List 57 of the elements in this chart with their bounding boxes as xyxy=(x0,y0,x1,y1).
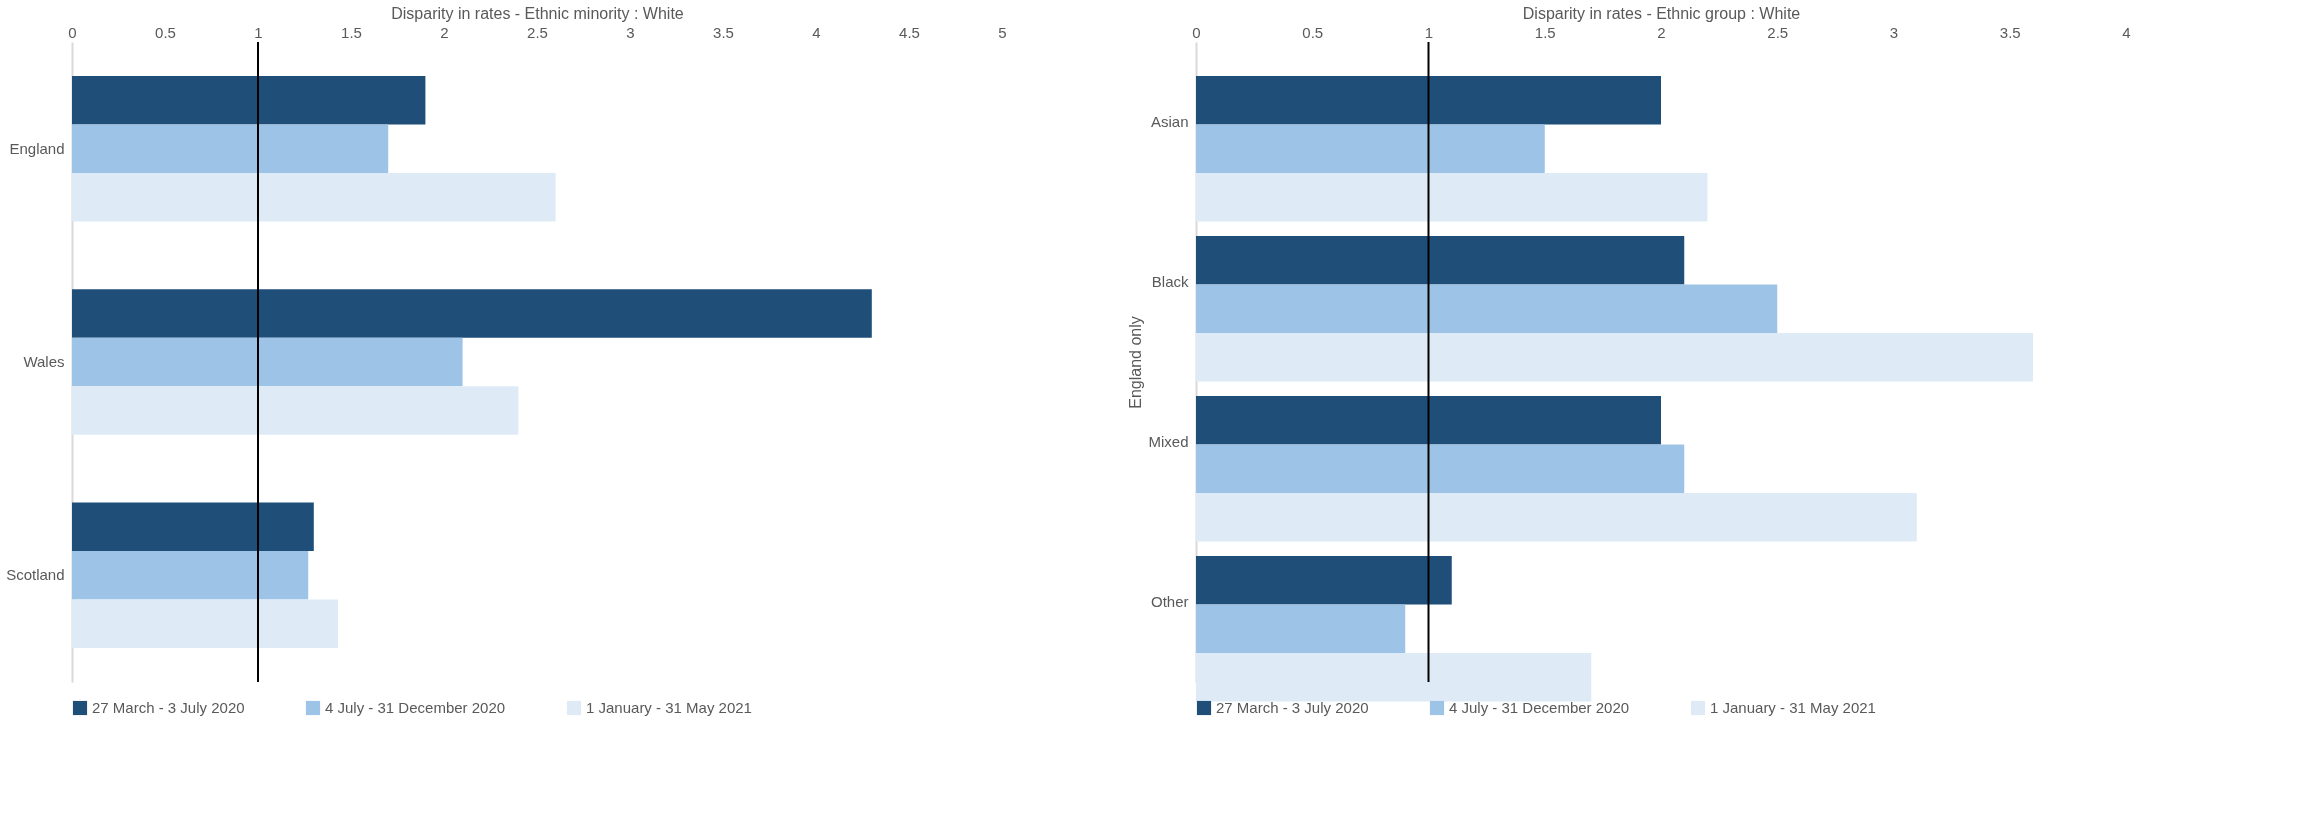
x-tick-label: 3 xyxy=(1889,23,1899,41)
x-tick-label: 2 xyxy=(1657,23,1666,41)
x-tick-label: 1.5 xyxy=(1534,23,1556,41)
x-tick-label: 0.5 xyxy=(1302,23,1324,41)
legend-label: 4 July - 31 December 2020 xyxy=(1449,699,1630,716)
x-tick-label: 3.5 xyxy=(713,23,734,41)
y-axis-title: England only xyxy=(1127,316,1145,409)
x-tick-label: 4.5 xyxy=(899,23,920,41)
bar xyxy=(72,75,426,125)
bar xyxy=(1196,444,1685,493)
bar xyxy=(72,172,556,222)
x-axis-title: Disparity in rates - Ethnic minority : White xyxy=(391,4,684,22)
legend-label: 1 January - 31 May 2021 xyxy=(586,699,752,716)
x-tick-label: 0.5 xyxy=(155,23,176,41)
legend-label: 4 July - 31 December 2020 xyxy=(325,699,506,716)
legend-label: 27 March - 3 July 2020 xyxy=(92,699,245,716)
y-tick-label: Asian xyxy=(1150,113,1189,130)
x-tick-label: 2.5 xyxy=(527,23,548,41)
y-tick-label: Wales xyxy=(23,353,65,370)
bar xyxy=(1196,604,1406,653)
x-tick-label: 1.5 xyxy=(341,23,362,41)
bar xyxy=(72,337,463,387)
bar xyxy=(72,386,519,435)
y-tick-label: Black xyxy=(1151,273,1189,290)
bar xyxy=(72,289,872,338)
bar xyxy=(1196,652,1592,702)
x-axis-title: Disparity in rates - Ethnic group : White xyxy=(1522,4,1801,22)
x-tick-label: 2.5 xyxy=(1767,23,1789,41)
x-tick-label: 4 xyxy=(2122,23,2131,41)
x-tick-label: 3 xyxy=(626,23,635,41)
y-tick-label: Scotland xyxy=(6,566,65,584)
bar xyxy=(1196,235,1685,285)
bar xyxy=(1196,555,1452,605)
bar xyxy=(72,124,389,173)
bar xyxy=(1196,172,1708,222)
y-tick-label: England xyxy=(9,139,65,157)
x-tick-label: 0 xyxy=(68,23,77,41)
bar xyxy=(1196,492,1917,542)
bar xyxy=(1196,284,1778,333)
y-tick-label: Mixed xyxy=(1148,433,1189,450)
bar xyxy=(1196,332,2033,382)
x-tick-label: 1 xyxy=(1424,23,1434,41)
bar xyxy=(72,599,338,649)
bar xyxy=(1196,124,1545,173)
x-tick-label: 2 xyxy=(440,23,449,41)
bar xyxy=(72,502,314,552)
bar xyxy=(72,551,309,600)
x-tick-label: 0 xyxy=(1192,23,1201,41)
legend-label: 1 January - 31 May 2021 xyxy=(1710,699,1876,716)
y-tick-label: Other xyxy=(1150,593,1189,610)
bar xyxy=(1196,395,1661,445)
x-tick-label: 3.5 xyxy=(1999,23,2021,41)
legend-label: 27 March - 3 July 2020 xyxy=(1216,699,1369,716)
x-tick-label: 1 xyxy=(254,23,263,41)
x-tick-label: 5 xyxy=(998,23,1007,41)
bar xyxy=(1196,75,1661,125)
x-tick-label: 4 xyxy=(812,23,821,41)
